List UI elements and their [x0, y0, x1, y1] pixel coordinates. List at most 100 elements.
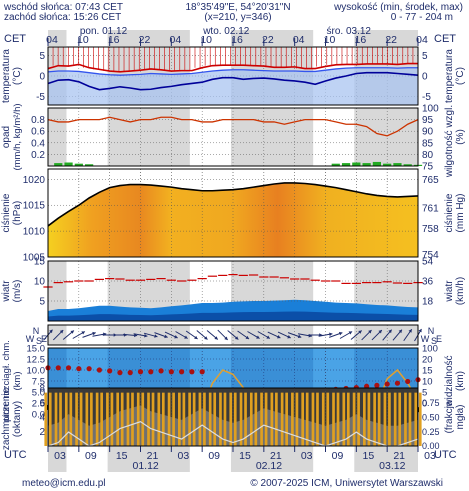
- bottom-day-label: 01.12: [132, 460, 158, 472]
- precipitation-bar: [331, 163, 340, 166]
- cloud-cover-bar: [219, 392, 222, 446]
- cloud-cover-bar: [208, 392, 212, 446]
- cloud-cover-ytick-right: 0.25: [422, 427, 440, 437]
- tz-top-left: CET: [4, 33, 26, 45]
- pressure-ytick-left: 1010: [23, 227, 46, 238]
- wind-arrow-head: [49, 329, 53, 334]
- top-hour-label: 22: [262, 34, 274, 46]
- cloud-cover-bar: [167, 392, 171, 446]
- precipitation-ytick-left: 0.2: [31, 150, 45, 161]
- cloud-cover-bar: [178, 392, 181, 446]
- cloud-cover-bar: [352, 392, 356, 446]
- compass-left: W: [26, 334, 35, 344]
- temperature-series-dark: [47, 71, 419, 91]
- cloud-cover-bar: [79, 392, 83, 446]
- cloud-cover-yunit-left: (oktany): [12, 401, 23, 437]
- tz-bottom-left: UTC: [4, 449, 27, 461]
- footer-email: meteo@icm.edu.pl: [22, 478, 106, 489]
- temperature-ytick-left: 5: [39, 51, 45, 62]
- temperature-ytick-left: 0: [39, 72, 45, 83]
- wind-ylabel-right: wiatr: [444, 280, 455, 303]
- bottom-hour-label: 03: [424, 450, 436, 462]
- cloud-cover-bar: [332, 392, 335, 446]
- wind-direction-night-1: [107, 325, 190, 345]
- precipitation-bar: [352, 162, 361, 166]
- pressure-yunit-right: (mm Hg): [455, 194, 466, 233]
- precipitation-night-0: [48, 108, 67, 166]
- cloud-cover-bar: [147, 392, 150, 446]
- compass-right: E: [436, 334, 442, 344]
- bottom-axis-day-2: [313, 446, 355, 472]
- cloud-cover-bar: [383, 392, 387, 446]
- cloud-cover-bar: [357, 392, 360, 446]
- cloud-cover-ytick-right: 0.75: [422, 398, 440, 408]
- pressure-area: [48, 182, 418, 257]
- cloud-top-dot: [374, 382, 380, 388]
- cloud-cover-bar: [136, 392, 140, 446]
- cloud-cover-bar: [182, 392, 186, 446]
- top-hour-label: 22: [139, 34, 151, 46]
- cloud-cover-bar: [316, 392, 319, 446]
- top-axis-day-1: [189, 30, 231, 46]
- fog-yunit-right: mgła): [455, 404, 466, 429]
- cloud-cover-bar: [161, 392, 165, 446]
- cloud-top-dot: [168, 369, 174, 375]
- wind-ytick-right: 36: [422, 277, 434, 288]
- precipitation-ytick-right: 75: [422, 162, 434, 173]
- sunrise-text: wschód słońca: 07:43 CET: [3, 2, 123, 13]
- cloud-cover-ytick-right: 0.50: [422, 413, 440, 423]
- bottom-hour-label: 09: [208, 450, 220, 462]
- cloud-top-dot: [107, 368, 113, 374]
- bottom-hour-label: 15: [362, 450, 374, 462]
- wind-arrow-head: [204, 336, 208, 340]
- compass-left: S: [36, 336, 42, 346]
- cloud-top-dot: [179, 369, 185, 375]
- visibility-ytick-right: 100: [422, 344, 438, 355]
- wind-direction-night-0: [48, 325, 67, 345]
- wind-arrow-head: [338, 331, 343, 336]
- wind-arrow-head: [144, 333, 148, 338]
- precipitation-ytick-right: 95: [422, 115, 434, 126]
- visibility-ylabel-right: widzialność: [444, 355, 455, 407]
- precipitation-bar: [341, 163, 351, 166]
- cloud-cover-bar: [239, 392, 243, 446]
- bottom-axis-day-1: [189, 446, 231, 472]
- cloud-cover-bar: [172, 392, 175, 446]
- cloud-cover-bar: [418, 392, 422, 446]
- cloud-cover-bar: [120, 392, 124, 446]
- visibility-ytick-right: 15: [422, 366, 433, 377]
- wind-ytick-right: 18: [422, 297, 434, 308]
- bottom-hour-label: 15: [239, 450, 251, 462]
- tz-bottom-right: UTC: [434, 449, 457, 461]
- pressure-ytick-left: 1020: [23, 175, 46, 186]
- wind-direction-frame: [47, 324, 419, 346]
- cloud-cover-bar: [223, 392, 227, 446]
- precipitation-bar: [383, 163, 392, 166]
- bottom-hour-label: 21: [147, 450, 159, 462]
- bottom-hour-label: 15: [116, 450, 128, 462]
- bottom-hour-label: 21: [393, 450, 405, 462]
- top-hour-label: 04: [293, 34, 305, 46]
- top-hour-label: 10: [324, 34, 336, 46]
- precipitation-ylabel-left: opad: [1, 126, 12, 148]
- precipitation-night-1: [107, 108, 190, 166]
- cloud-top-dot: [117, 370, 123, 376]
- cloud-top-dot: [384, 381, 390, 387]
- cloud-cover-ytick-left: 6: [39, 398, 45, 409]
- bottom-day-label: 03.12: [379, 460, 405, 472]
- pressure-frame: [47, 168, 419, 258]
- wind-arrow-head: [418, 328, 422, 333]
- cloud-cover-bar: [192, 392, 196, 446]
- cloud-cover-bar: [48, 392, 52, 446]
- temperature-ytick-right: 0: [422, 72, 428, 83]
- pressure-ytick-right: 754: [422, 250, 439, 261]
- cloud-top-dot: [148, 369, 154, 375]
- cloud-cover-bar: [373, 392, 376, 446]
- cloud-top-dot: [199, 369, 205, 375]
- top-hour-label: 16: [108, 34, 120, 46]
- visibility-yunit-right: (km): [455, 371, 466, 391]
- precipitation-ytick-right: 80: [422, 150, 434, 161]
- cloud-cover-bar: [213, 392, 217, 446]
- cloud-cover-bar: [305, 392, 309, 446]
